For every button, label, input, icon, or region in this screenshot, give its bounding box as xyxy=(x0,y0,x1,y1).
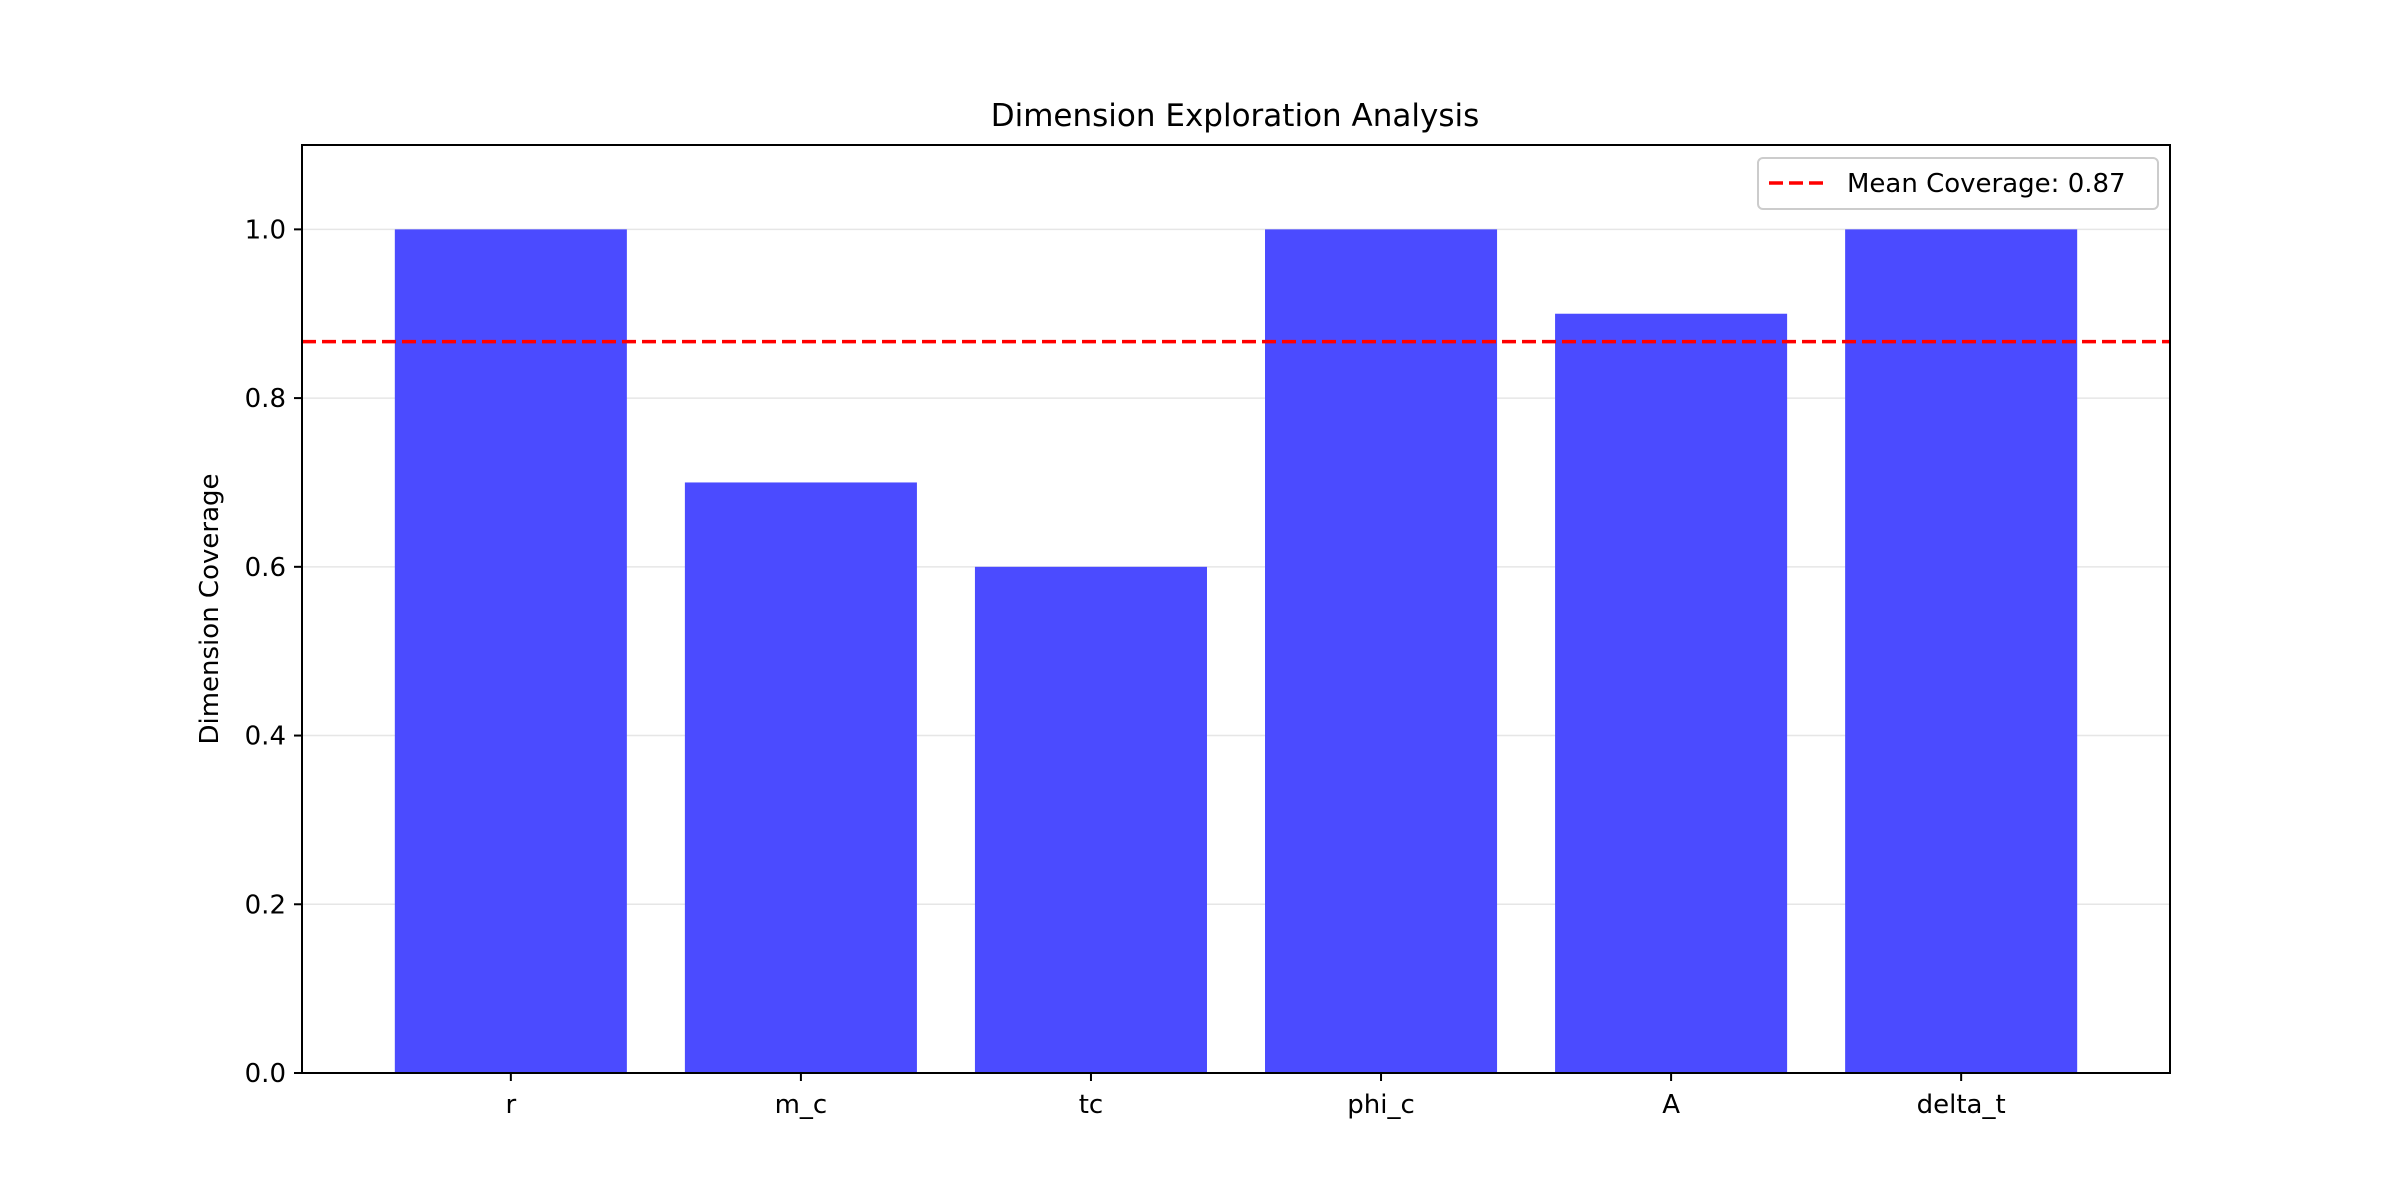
legend-box xyxy=(1757,157,2159,210)
bar-tc xyxy=(974,566,1207,1073)
legend-label: Mean Coverage: 0.87 xyxy=(1847,169,2126,199)
y-tick-label: 0.8 xyxy=(245,384,286,414)
x-tick-label: delta_t xyxy=(1917,1090,2006,1120)
bar-m_c xyxy=(684,482,917,1073)
bar-delta_t xyxy=(1845,229,2078,1073)
plot-frame xyxy=(301,144,2171,1074)
bar-A xyxy=(1555,313,1788,1073)
bar-phi_c xyxy=(1265,229,1498,1073)
y-tick-label: 0.4 xyxy=(245,722,286,752)
y-tick-label: 0.0 xyxy=(245,1059,286,1089)
chart-title: Dimension Exploration Analysis xyxy=(991,98,1480,134)
y-tick-label: 1.0 xyxy=(245,215,286,245)
x-tick-label: r xyxy=(505,1090,516,1120)
x-tick-label: m_c xyxy=(775,1090,828,1120)
x-tick-label: phi_c xyxy=(1347,1090,1415,1120)
legend: Mean Coverage: 0.87 xyxy=(1757,157,2159,210)
y-axis-label: Dimension Coverage xyxy=(195,473,225,744)
y-tick-label: 0.6 xyxy=(245,553,286,583)
x-tick-label: A xyxy=(1662,1090,1680,1120)
bar-r xyxy=(394,229,627,1073)
y-tick-label: 0.2 xyxy=(245,890,286,920)
y-axis-ticks: 0.0 0.2 0.4 0.6 0.8 1.0 xyxy=(245,215,302,1089)
x-tick-label: tc xyxy=(1079,1090,1104,1120)
bars-group xyxy=(394,229,2078,1073)
